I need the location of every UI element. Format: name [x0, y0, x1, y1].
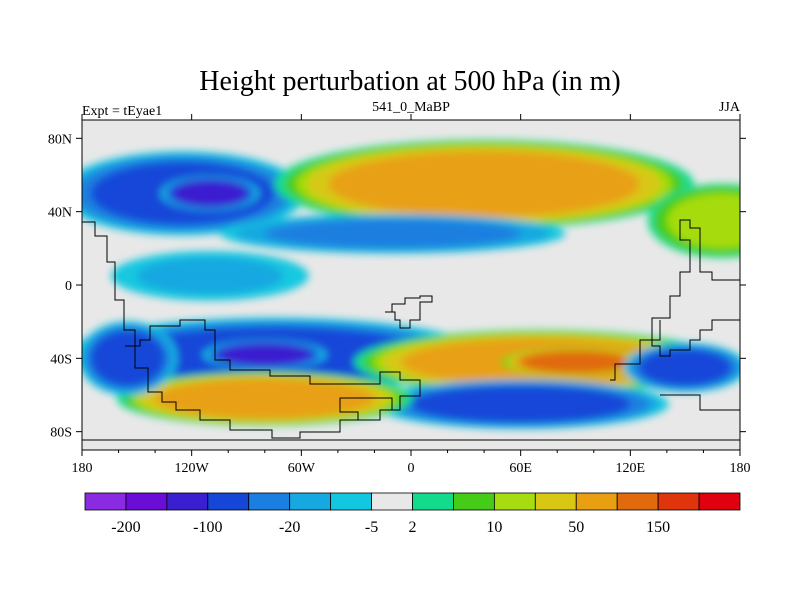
colorbar-label-6: 50	[568, 519, 584, 536]
y-tick-label-3: 40S	[50, 352, 72, 367]
y-tick-label-2: 0	[65, 279, 72, 294]
colorbar-swatch-1	[125, 492, 168, 511]
colorbar-swatch-11	[534, 492, 577, 511]
x-tick-label-4: 60E	[509, 461, 532, 476]
y-tick-label-1: 40N	[48, 206, 72, 221]
contour-sh-low-core	[219, 343, 311, 366]
contour-nh-low-eq-atlantic	[264, 219, 521, 249]
x-tick-label-6: 180	[730, 461, 751, 476]
contour-fill-layer	[82, 139, 740, 429]
contour-nh-low-pacific-core	[173, 180, 247, 207]
subtitle-right: JJA	[719, 100, 741, 115]
colorbar-label-0: -200	[111, 519, 140, 536]
colorbar-swatch-5	[289, 492, 332, 511]
colorbar-swatch-10	[493, 492, 536, 511]
colorbar-label-4: 2	[409, 519, 417, 536]
coastline-3	[651, 319, 740, 357]
x-tick-label-2: 60W	[288, 461, 316, 476]
coastline-2	[610, 219, 740, 381]
colorbar-label-1: -100	[193, 519, 222, 536]
contour-nh-high-pacific-east	[666, 193, 740, 249]
colorbar-swatch-7	[371, 492, 413, 511]
colorbar-swatch-15	[698, 492, 741, 511]
chart-title: Height perturbation at 500 hPa (in m)	[199, 66, 620, 97]
colorbar: -200 -100 -20 -5 2 10 50 150	[84, 492, 741, 536]
colorbar-swatch-4	[248, 492, 291, 511]
x-axis: 180 120W 60W 0 60E 120E 180	[72, 114, 751, 476]
subtitle-center: 541_0_MaBP	[372, 100, 450, 115]
contour-sh-low-south-atlantic	[411, 385, 631, 423]
colorbar-swatch-13	[616, 492, 659, 511]
colorbar-swatch-9	[453, 492, 495, 511]
x-tick-label-5: 120E	[616, 461, 646, 476]
colorbar-label-7: 150	[646, 519, 670, 536]
colorbar-label-2: -20	[279, 519, 300, 536]
y-tick-label-0: 80N	[48, 132, 72, 147]
coastline-4	[660, 394, 740, 411]
colorbar-swatch-0	[84, 492, 127, 511]
coastline-6	[339, 397, 393, 421]
y-tick-label-4: 80S	[50, 426, 72, 441]
x-tick-label-1: 120W	[175, 461, 210, 476]
contour-sh-high-indian-core	[520, 351, 631, 373]
colorbar-swatch-3	[207, 492, 250, 511]
map-field	[82, 120, 740, 450]
colorbar-swatch-14	[657, 492, 700, 511]
contour-sh-low-south-pacific-west	[91, 330, 165, 386]
contour-nh-low-eq-pacific	[136, 257, 284, 295]
contour-nh-high-atlantic-eurasia	[328, 151, 640, 218]
coastline-1	[385, 295, 433, 329]
contour-sh-high-antarctic	[155, 378, 375, 419]
colorbar-label-3: -5	[365, 519, 378, 536]
colorbar-swatch-8	[412, 492, 454, 511]
x-tick-label-0: 180	[72, 461, 93, 476]
y-axis: 80N 40N 0 40S 80S	[48, 132, 746, 441]
colorbar-swatch-12	[575, 492, 618, 511]
x-tick-label-3: 0	[408, 461, 415, 476]
colorbar-swatch-6	[330, 492, 372, 511]
coastline-layer	[82, 219, 740, 441]
subtitle-left: Expt = tEyae1	[82, 104, 162, 119]
colorbar-label-5: 10	[486, 519, 502, 536]
colorbar-swatch-2	[166, 492, 209, 511]
contour-sh-low-australia	[639, 349, 731, 386]
